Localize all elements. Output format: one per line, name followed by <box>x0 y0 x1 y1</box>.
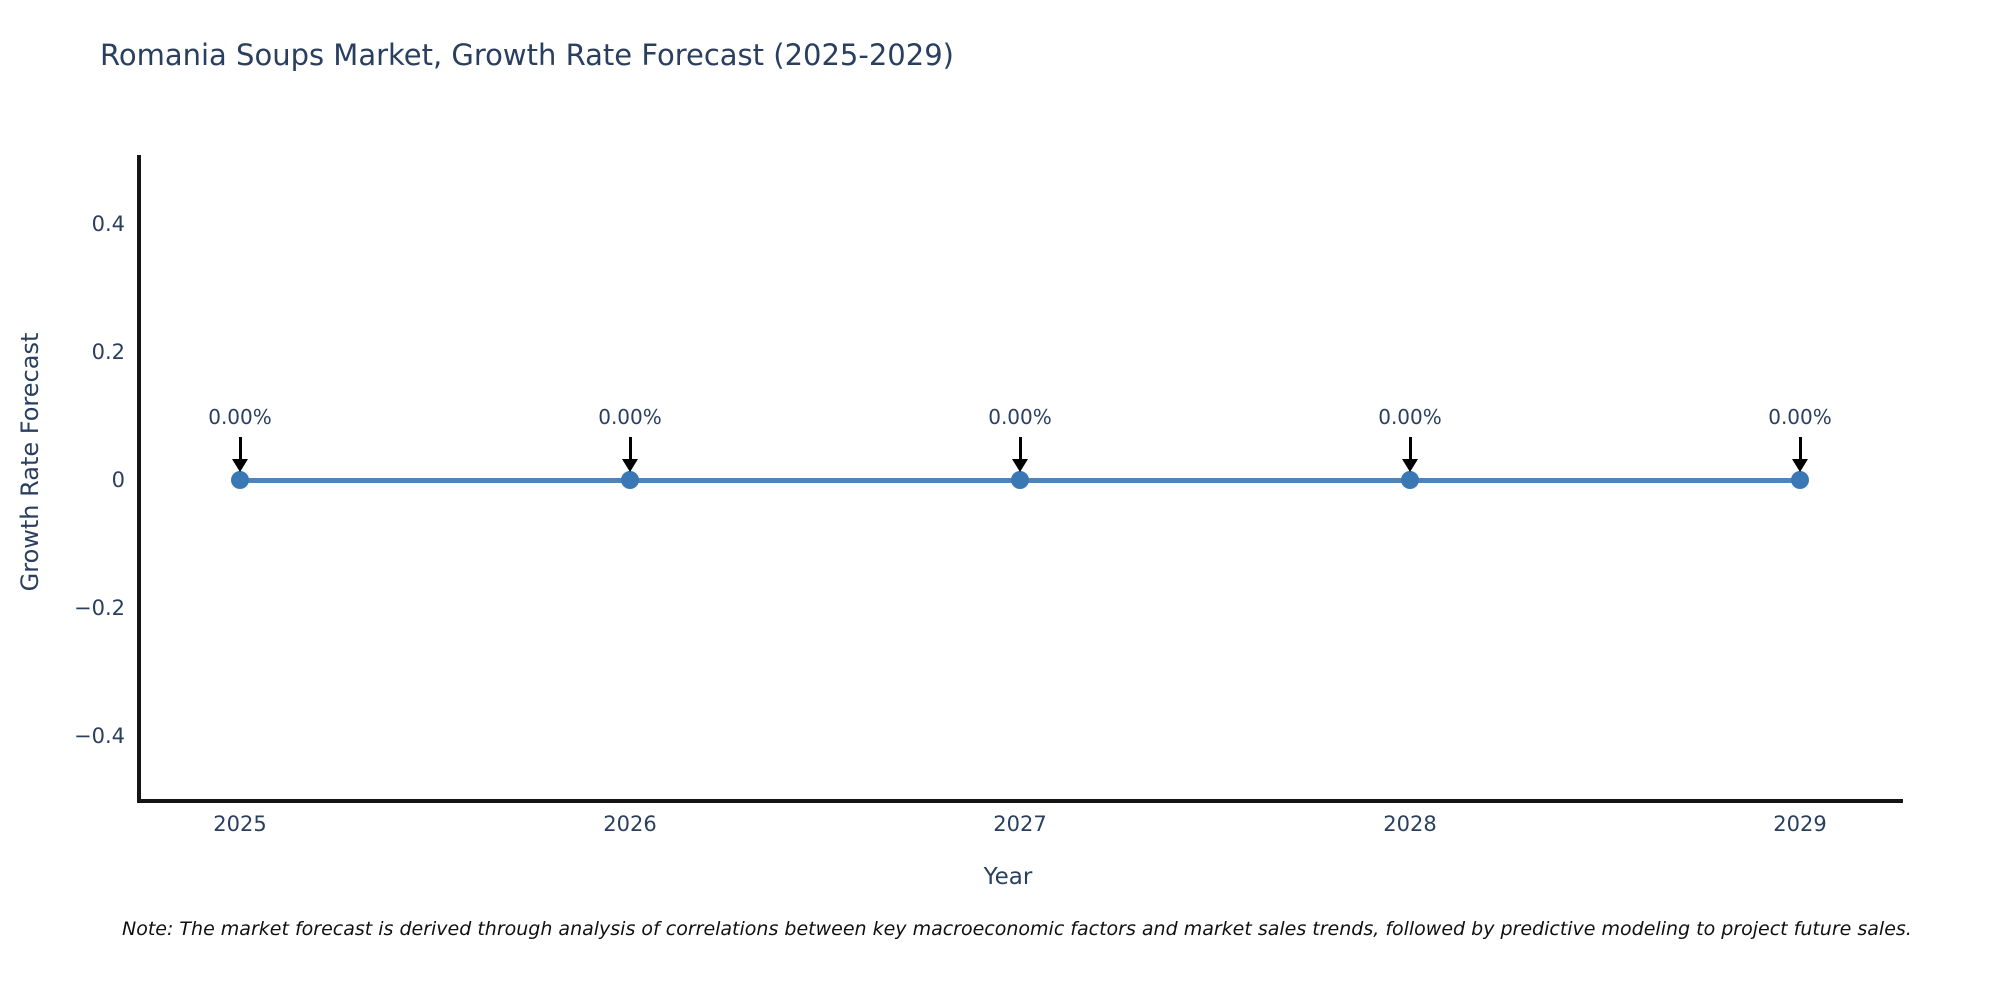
annotation-label: 0.00% <box>1378 405 1442 429</box>
annotation-label: 0.00% <box>598 405 662 429</box>
annotation-arrowhead-icon <box>1402 459 1418 472</box>
x-tick-label: 2027 <box>993 812 1047 836</box>
y-tick-label: −0.2 <box>74 596 125 620</box>
annotation-arrow-shaft <box>1798 437 1802 461</box>
x-axis-title: Year <box>983 864 1033 890</box>
y-tick-label: 0.2 <box>91 340 125 364</box>
annotation-label: 0.00% <box>208 405 272 429</box>
x-tick-label: 2029 <box>1773 812 1827 836</box>
annotation-arrow-shaft <box>1408 437 1412 461</box>
annotation-arrowhead-icon <box>232 459 248 472</box>
y-tick-label: −0.4 <box>74 724 125 748</box>
y-axis-line <box>137 155 141 803</box>
y-axis-title: Growth Rate Forecast <box>16 332 44 592</box>
chart-title: Romania Soups Market, Growth Rate Foreca… <box>100 38 954 72</box>
y-tick-label: 0 <box>111 468 125 492</box>
annotation-arrow-shaft <box>238 437 242 461</box>
y-tick-label: 0.4 <box>91 212 125 236</box>
data-point-marker[interactable] <box>1011 471 1029 489</box>
x-axis-line <box>137 799 1903 803</box>
methodology-note: Note: The market forecast is derived thr… <box>122 918 1912 940</box>
annotation-arrow-shaft <box>628 437 632 461</box>
x-tick-label: 2028 <box>1383 812 1437 836</box>
annotation-arrow-shaft <box>1018 437 1022 461</box>
data-point-marker[interactable] <box>231 471 249 489</box>
annotation-arrowhead-icon <box>622 459 638 472</box>
annotation-label: 0.00% <box>1768 405 1832 429</box>
annotation-arrowhead-icon <box>1012 459 1028 472</box>
annotation-label: 0.00% <box>988 405 1052 429</box>
x-tick-label: 2026 <box>603 812 657 836</box>
annotation-arrowhead-icon <box>1792 459 1808 472</box>
x-tick-label: 2025 <box>213 812 267 836</box>
data-point-marker[interactable] <box>621 471 639 489</box>
data-point-marker[interactable] <box>1791 471 1809 489</box>
data-point-marker[interactable] <box>1401 471 1419 489</box>
